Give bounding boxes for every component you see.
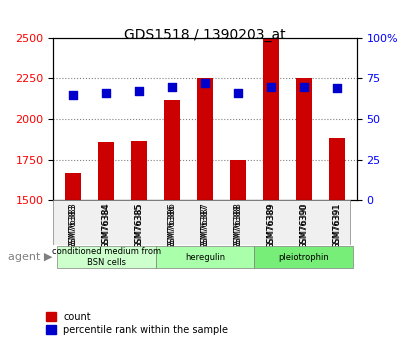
Bar [295,78,311,345]
Text: GSM76388: GSM76388 [233,202,242,248]
Text: GSM76385: GSM76385 [134,202,143,248]
Point [70,92,76,98]
Text: GSM76390: GSM76390 [299,202,308,248]
Point [201,81,208,86]
FancyBboxPatch shape [56,246,155,268]
Text: heregulin: heregulin [184,253,225,262]
Text: GSM76386: GSM76386 [167,204,176,249]
Point [103,90,109,96]
Point [333,86,339,91]
Text: GSM76386: GSM76386 [167,202,176,248]
FancyBboxPatch shape [155,246,254,268]
Text: GSM76384: GSM76384 [101,204,110,249]
FancyBboxPatch shape [254,246,353,268]
Text: GSM76391: GSM76391 [332,202,341,248]
Bar [328,138,344,345]
Bar [98,142,114,345]
Point [234,90,240,96]
Text: GSM76388: GSM76388 [233,204,242,249]
Bar [196,78,213,345]
Bar [163,100,180,345]
Text: GSM76389: GSM76389 [266,202,275,248]
Text: GSM76391: GSM76391 [332,204,341,249]
Text: conditioned medium from
BSN cells: conditioned medium from BSN cells [52,247,160,267]
FancyBboxPatch shape [53,200,349,245]
Legend: count, percentile rank within the sample: count, percentile rank within the sample [46,312,228,335]
Text: GSM76387: GSM76387 [200,202,209,248]
Text: GSM76389: GSM76389 [266,204,275,249]
Point [135,89,142,94]
Text: GSM76385: GSM76385 [134,204,143,249]
Bar [262,39,279,345]
Text: agent ▶: agent ▶ [8,252,52,262]
Text: GSM76384: GSM76384 [101,202,110,248]
Text: pleiotrophin: pleiotrophin [278,253,328,262]
Text: GSM76383: GSM76383 [68,202,77,248]
Text: GSM76387: GSM76387 [200,204,209,249]
Text: GDS1518 / 1390203_at: GDS1518 / 1390203_at [124,28,285,42]
Point [300,84,306,89]
Point [267,84,274,89]
Bar [229,159,246,345]
Bar [130,141,147,345]
Point [169,84,175,89]
Text: GSM76390: GSM76390 [299,204,308,249]
Text: GSM76383: GSM76383 [68,204,77,249]
Bar [65,172,81,345]
